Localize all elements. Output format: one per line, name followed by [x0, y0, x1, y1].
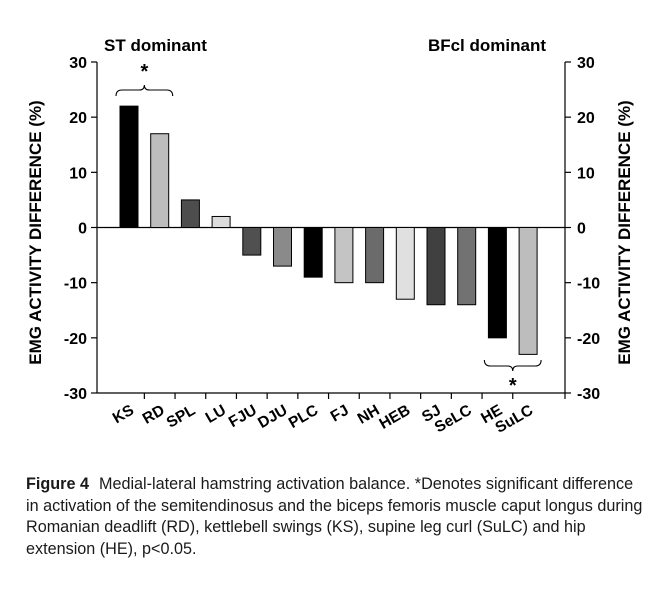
bar-selc [457, 227, 477, 306]
x-tick-label-lu: LU [203, 402, 229, 427]
y-tick-label-right: 0 [577, 221, 586, 238]
caption-text: Medial-lateral hamstring activation bala… [26, 475, 643, 558]
bar-nh [365, 227, 385, 284]
figure-caption: Figure 4 Medial-lateral hamstring activat… [26, 474, 646, 560]
y-tick-label-right: 20 [577, 110, 595, 127]
significance-he-sulc-bracket [483, 359, 542, 372]
bar-fju [242, 227, 262, 256]
y-tick-label-left: -20 [64, 331, 87, 348]
bfcl-dominant-label: BFcl dominant [428, 36, 546, 55]
y-tick-label-left: 30 [69, 55, 87, 72]
y-axis-title-right: EMG ACTIVITY DIFFERENCE (%) [615, 100, 634, 364]
bar-ks [119, 105, 139, 228]
y-tick-label-right: -20 [577, 331, 600, 348]
bar-heb [395, 227, 415, 300]
bar-sj [426, 227, 446, 306]
y-tick-label-right: 30 [577, 55, 595, 72]
y-tick-label-left: -30 [64, 386, 87, 403]
y-tick-label-left: 10 [69, 165, 87, 182]
x-tick-label-rd: RD [140, 402, 168, 428]
bar-rd [150, 133, 170, 228]
y-axis-title-left: EMG ACTIVITY DIFFERENCE (%) [26, 100, 45, 364]
y-tick-label-left: 0 [78, 221, 87, 238]
y-tick-label-right: -30 [577, 386, 600, 403]
chart-bars [119, 105, 538, 355]
y-tick-label-right: -10 [577, 276, 600, 293]
y-tick-label-right: 10 [577, 165, 595, 182]
bar-lu [211, 215, 231, 228]
x-tick-label-plc: PLC [286, 402, 321, 432]
bar-fj [334, 227, 354, 284]
x-tick-label-spl: SPL [164, 402, 199, 432]
x-tick-label-nh: NH [355, 402, 383, 428]
y-tick-label-left: -10 [64, 276, 87, 293]
bar-he [487, 227, 507, 339]
significance-ks-rd-asterisk: * [140, 61, 148, 83]
chart-axes: -30 -30 -20 -20 -10 -10 0 0 10 10 20 20 30 30 EMG ACTI… [26, 55, 634, 403]
bar-spl [180, 199, 200, 229]
x-tick-label-fj: FJ [328, 402, 352, 426]
bar-plc [303, 227, 323, 278]
bar-sulc [518, 227, 538, 355]
st-dominant-label: ST dominant [104, 36, 207, 55]
bar-chart: -30 -30 -20 -20 -10 -10 0 0 10 10 20 20 30 30 EMG ACTI… [26, 36, 634, 437]
chart-annotations: ST dominant BFcl dominant * * [104, 36, 546, 397]
caption-label: Figure 4 [26, 475, 89, 493]
significance-he-sulc-asterisk: * [509, 375, 517, 397]
y-tick-label-left: 20 [69, 110, 87, 127]
bar-dju [273, 227, 292, 267]
x-tick-label-ks: KS [110, 402, 137, 427]
significance-ks-rd-bracket [115, 84, 174, 97]
x-tick-label-heb: HEB [376, 402, 413, 433]
